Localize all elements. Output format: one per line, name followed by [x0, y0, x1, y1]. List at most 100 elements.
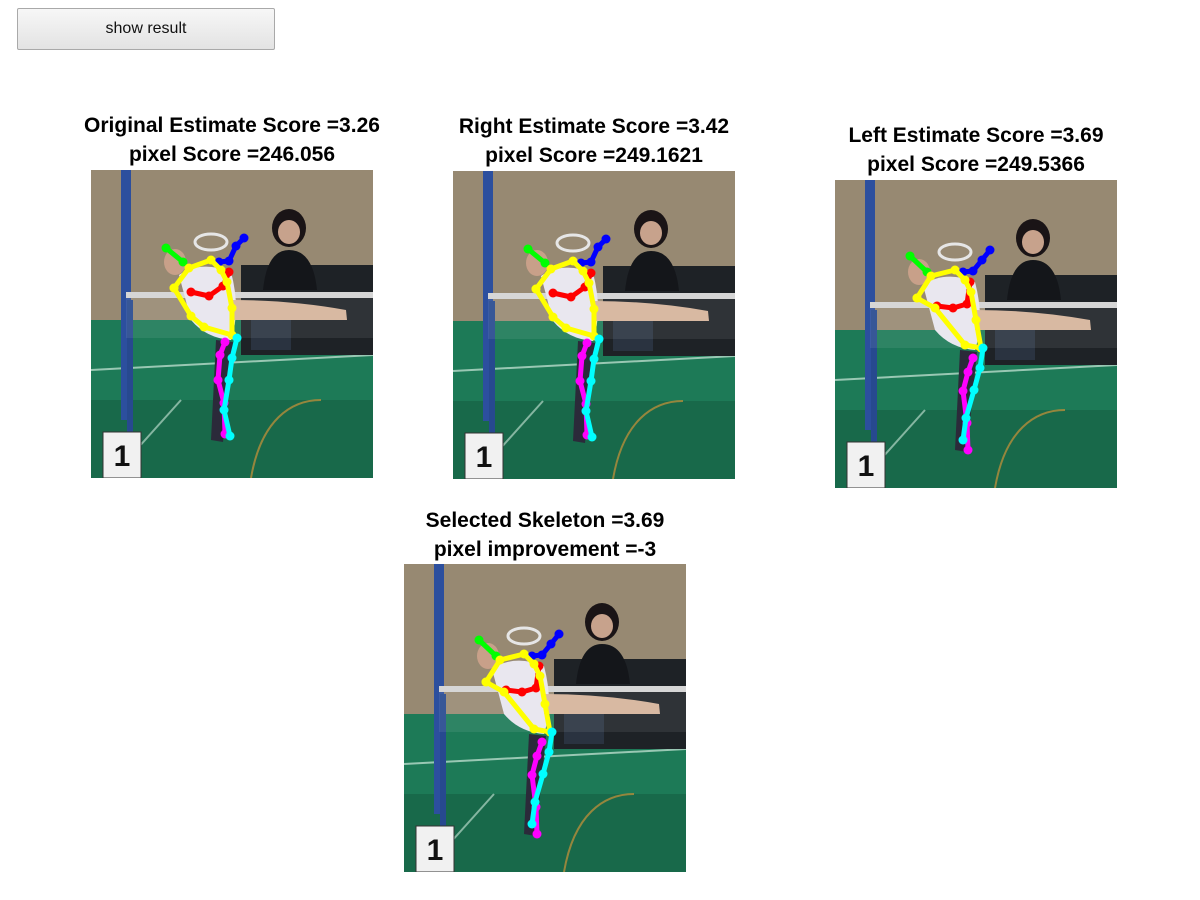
skeleton-joint	[594, 334, 604, 344]
skeleton-joint	[225, 431, 235, 441]
skeleton-joint	[213, 375, 223, 385]
player-head	[477, 643, 499, 669]
skeleton-joint	[184, 263, 194, 273]
court-line	[250, 399, 322, 478]
skeleton-joint	[474, 635, 484, 645]
right-estimate-score: Right Estimate Score =3.42	[458, 115, 730, 138]
pose-overlay: 1	[91, 170, 373, 478]
skeleton-joint	[532, 751, 542, 761]
player-raised-leg	[231, 300, 347, 320]
skeleton-joint	[589, 354, 599, 364]
player-head	[526, 250, 548, 276]
skeleton-joint	[969, 385, 979, 395]
racket	[937, 242, 973, 262]
skeleton-left-arm	[960, 247, 993, 275]
skeleton-joint	[566, 292, 576, 302]
pose-overlay: 1	[835, 180, 1117, 488]
skeleton-joint	[905, 251, 915, 261]
selected-skeleton-image: 1	[404, 564, 686, 872]
court-line	[835, 364, 1117, 381]
skeleton-joint	[544, 747, 554, 757]
skeleton-torso	[533, 258, 597, 339]
player-raised-leg	[593, 301, 709, 321]
skeleton-joint	[239, 233, 249, 243]
skeleton-joint	[224, 256, 234, 266]
skeleton-joint	[232, 333, 242, 343]
skeleton-joint	[950, 265, 960, 275]
skeleton-joint	[224, 267, 234, 277]
skeleton-joint	[971, 315, 981, 325]
skeleton-joint	[586, 376, 596, 386]
net-pole-base	[440, 694, 446, 869]
skeleton-joint	[530, 797, 540, 807]
skeleton-joint	[215, 350, 225, 360]
left-estimate-score: Left Estimate Score =3.69	[848, 124, 1104, 147]
ad-board-number	[613, 321, 653, 351]
skeleton-joint	[199, 322, 209, 332]
skeleton-joint	[537, 737, 547, 747]
court-line	[563, 793, 635, 872]
racket	[555, 233, 591, 253]
skeleton-joint	[587, 432, 597, 442]
spectator-body	[1007, 260, 1061, 300]
left-estimate-title: Left Estimate Score =3.69 pixel Score =2…	[834, 121, 1118, 179]
show-result-button[interactable]: show result	[17, 8, 275, 50]
skeleton-joint	[978, 343, 988, 353]
skeleton-joint	[547, 727, 557, 737]
skeleton-joint	[581, 406, 591, 416]
net-pole-base	[127, 300, 133, 475]
skeleton-joint	[540, 258, 550, 268]
skeleton-joint	[575, 376, 585, 386]
skeleton-joint	[968, 353, 978, 363]
player-head	[164, 249, 186, 275]
net-top-band	[439, 686, 686, 692]
spectator-face	[278, 220, 300, 244]
skeleton-joint	[499, 687, 509, 697]
skeleton-joint	[578, 266, 588, 276]
right-pixel-score: pixel Score =249.1621	[485, 144, 703, 167]
skeleton-joint	[220, 337, 230, 347]
skeleton-joint	[224, 375, 234, 385]
skeleton-joint	[495, 655, 505, 665]
racket	[193, 232, 229, 252]
skeleton-joint	[960, 340, 970, 350]
skeleton-joint	[531, 284, 541, 294]
spectator-face	[1022, 230, 1044, 254]
skeleton-joint	[548, 288, 558, 298]
floor-sign-number: 1	[114, 440, 131, 473]
net-top-band	[870, 302, 1117, 308]
selected-skeleton-title: Selected Skeleton =3.69 pixel improvemen…	[405, 506, 685, 564]
skeleton-joint	[537, 650, 547, 660]
right-estimate-title: Right Estimate Score =3.42 pixel Score =…	[444, 112, 744, 170]
skeleton-joint	[958, 435, 968, 445]
spectator-body	[625, 251, 679, 291]
player-raised-leg	[544, 694, 660, 714]
skeleton-joint	[178, 257, 188, 267]
skeleton-joint	[219, 405, 229, 415]
right-estimate-image: 1	[453, 171, 735, 479]
skeleton-joint	[963, 367, 973, 377]
floor-sign-number: 1	[427, 834, 444, 867]
skeleton-joint	[568, 256, 578, 266]
skeleton-joint	[216, 265, 226, 275]
skeleton-joint	[532, 829, 542, 839]
skeleton-joint	[540, 699, 550, 709]
skeleton-joint	[968, 266, 978, 276]
skeleton-joint	[523, 244, 533, 254]
skeleton-joint	[206, 255, 216, 265]
skeleton-joint	[958, 386, 968, 396]
net-top-band	[488, 293, 735, 299]
skeleton-joint	[531, 683, 541, 693]
net-pole-base	[489, 301, 495, 476]
skeleton-joint	[577, 351, 587, 361]
skeleton-joint	[529, 724, 539, 734]
skeleton-joint	[519, 649, 529, 659]
ad-board-number	[995, 330, 1035, 360]
skeleton-joint	[527, 770, 537, 780]
skeleton-joint	[548, 312, 558, 322]
skeleton-torso	[171, 257, 235, 338]
left-pixel-score: pixel Score =249.5366	[867, 153, 1085, 176]
spectator-face	[640, 221, 662, 245]
skeleton-joint	[222, 277, 232, 287]
skeleton-joint	[561, 323, 571, 333]
